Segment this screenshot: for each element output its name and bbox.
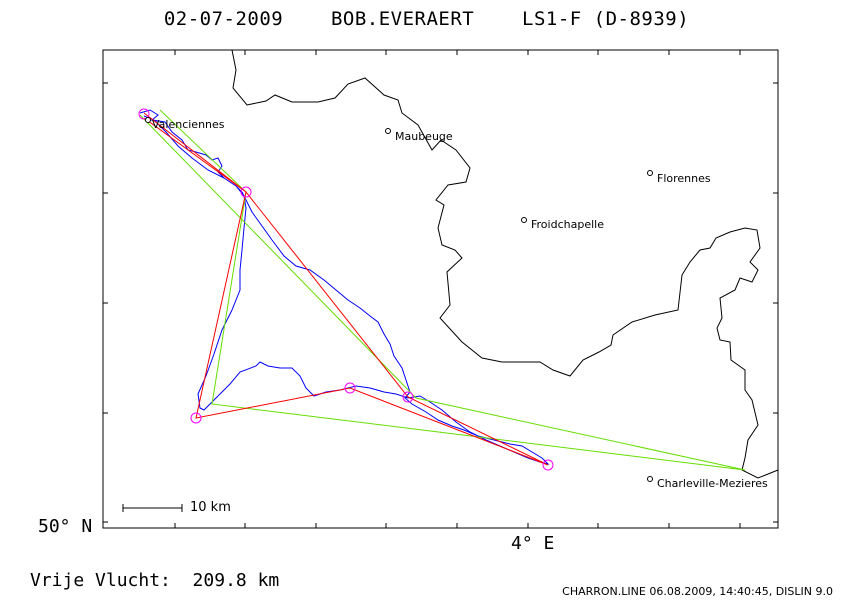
flight-distance: Vrije Vlucht: 209.8 km: [30, 570, 280, 591]
town-label-froidchapelle: Froidchapelle: [531, 218, 604, 231]
latitude-label: 50° N: [38, 516, 93, 537]
gps-track: [139, 109, 550, 465]
axis-ticks: [103, 50, 778, 528]
turnpoint-start: [138, 108, 150, 120]
town-dot-froidchapelle: [521, 217, 527, 223]
task-line: [143, 112, 549, 466]
free-flight-line: [139, 109, 746, 471]
town-dot-maubeuge: [385, 128, 391, 134]
turnpoint-3: [344, 382, 356, 394]
scale-bar: [122, 504, 183, 512]
town-dot-charleville: [647, 476, 653, 482]
turnpoint-1: [240, 186, 252, 198]
town-label-maubeuge: Maubeuge: [395, 130, 453, 143]
turnpoint-2: [190, 412, 202, 424]
glider-id: LS1-F (D-8939): [522, 8, 690, 30]
flight-date: 02-07-2009: [163, 8, 284, 30]
pilot-name: BOB.EVERAERT: [330, 8, 475, 30]
map-frame: [102, 49, 779, 529]
country-border: [231, 49, 779, 479]
program-info: CHARRON.LINE 06.08.2009, 14:40:45, DISLI…: [562, 585, 833, 598]
scale-label: 10 km: [190, 500, 231, 515]
town-label-valenciennes: Valenciennes: [152, 118, 225, 131]
turnpoint-5: [542, 459, 554, 471]
town-label-charleville: Charleville-Mezieres: [657, 477, 768, 490]
town-dot-florennes: [647, 170, 653, 176]
town-dot-valenciennes: [145, 117, 151, 123]
turnpoint-4: [402, 391, 414, 403]
turnpoint-markers: [138, 108, 554, 471]
flight-title: 02-07-2009 BOB.EVERAERT LS1-F (D-8939): [0, 8, 853, 30]
longitude-label: 4° E: [511, 533, 555, 554]
town-markers: [145, 117, 653, 482]
town-label-florennes: Florennes: [657, 172, 711, 185]
